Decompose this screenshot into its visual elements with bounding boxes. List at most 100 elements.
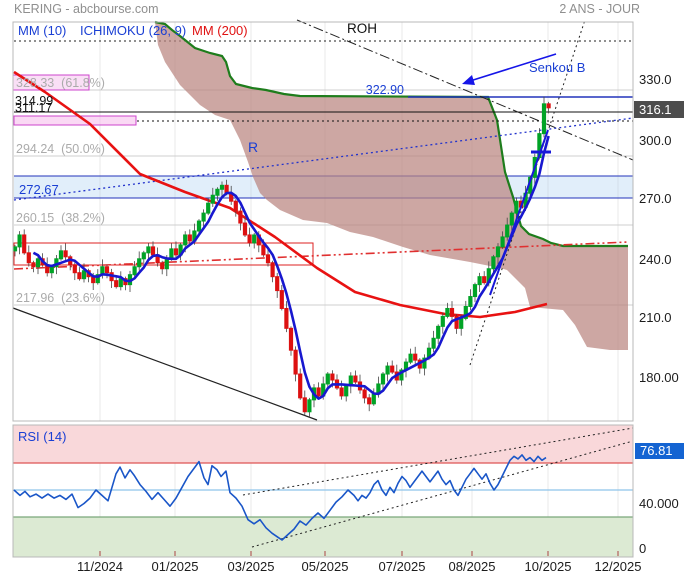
candle-up (422, 357, 427, 369)
long-blue-dotted-trendline (13, 117, 634, 201)
candle-up (183, 234, 188, 246)
candle-down (367, 397, 372, 405)
candle-up (500, 236, 505, 248)
candle-down (270, 262, 275, 278)
candle-down (413, 353, 418, 361)
candle-up (436, 325, 441, 339)
candle-down (31, 262, 36, 268)
rsi-line (13, 454, 547, 541)
pink-level-box (13, 115, 137, 126)
candle-down (454, 315, 459, 329)
axis-240: 240.0 (639, 252, 672, 267)
mm200-line (13, 70, 548, 319)
candle-up (491, 256, 496, 270)
candle-down (233, 200, 238, 212)
legend-mm10[interactable]: MM (10) (18, 23, 66, 38)
senkou-arrow-line (469, 53, 557, 82)
candle-up (146, 246, 151, 254)
rsi-wedge-lower (251, 440, 634, 548)
candle-down (339, 387, 344, 397)
fib-382-label: 260.15 (38.2%) (16, 211, 105, 225)
candle-down (242, 222, 248, 236)
candle-down (187, 234, 192, 242)
candle-up (49, 266, 54, 274)
candle-down (26, 252, 31, 264)
rsi-title[interactable]: RSI (14) (18, 429, 66, 444)
roh-label: ROH (347, 21, 377, 36)
legend-mm200[interactable]: MM (200) (192, 23, 248, 38)
candle-up (514, 200, 519, 214)
candle-down (302, 397, 307, 413)
candle-down (316, 387, 321, 397)
axis-210: 210.0 (639, 310, 672, 325)
chart-title: KERING - abcbourse.com (14, 2, 159, 16)
ichimoku-cloud (155, 22, 628, 350)
axis-270: 270.0 (639, 191, 672, 206)
candle-up (58, 250, 64, 260)
price-panel[interactable] (12, 19, 634, 421)
month-label: 12/2025 (595, 559, 642, 574)
current-price-box (634, 101, 684, 118)
axis-330: 330.0 (639, 72, 672, 87)
rsi-overbought-band (13, 425, 633, 463)
candle-up (210, 194, 215, 204)
fib-500-label: 294.24 (50.0%) (16, 142, 105, 156)
candle-up (219, 184, 225, 190)
candle-up (344, 385, 349, 397)
candle-up (206, 202, 211, 214)
candle-down (546, 103, 551, 109)
candle-up (17, 234, 22, 248)
candle-down (247, 234, 252, 244)
candle-down (288, 327, 294, 351)
candle-up (169, 248, 174, 260)
candle-down (298, 373, 303, 399)
price-level-314-label: 314.99 (15, 94, 53, 108)
rsi-current-value: 76.81 (640, 443, 673, 458)
r-resistance-label: R (248, 139, 258, 155)
candle-down (114, 280, 119, 288)
candle-up (215, 188, 220, 196)
candle-down (449, 307, 455, 317)
candle-up (509, 212, 514, 226)
candle-down (275, 276, 280, 292)
month-label: 10/2025 (525, 559, 572, 574)
candle-up (201, 212, 206, 222)
candle-up (468, 296, 473, 307)
rsi-current-box (635, 443, 684, 459)
candle-up (118, 278, 123, 288)
candle-down (22, 234, 27, 254)
candle-up (325, 373, 330, 385)
candle-up (477, 276, 482, 286)
candle-up (81, 270, 87, 280)
candle-up (408, 353, 413, 363)
candle-down (482, 276, 487, 284)
timeframe-label: 2 ANS - JOUR (559, 2, 640, 16)
senkou-b-label: Senkou B (529, 60, 585, 75)
candle-down (265, 254, 271, 264)
candle-down (284, 307, 289, 329)
month-label: 07/2025 (379, 559, 426, 574)
axis-180: 180.00 (639, 370, 679, 385)
candle-down (390, 365, 395, 373)
legend-ichimoku[interactable]: ICHIMOKU (26, 9) (80, 23, 186, 38)
candle-up (371, 393, 376, 405)
candle-down (293, 349, 298, 375)
rsi-wedge-upper (242, 427, 634, 496)
candle-down (150, 246, 156, 256)
rsi-panel[interactable] (13, 425, 634, 557)
roh-dashdot-line (296, 19, 634, 161)
candle-down (160, 262, 165, 270)
candle-down (72, 264, 77, 274)
black-trendline (12, 307, 318, 421)
candle-up (137, 258, 142, 268)
price-panel-border (12, 21, 634, 422)
month-label: 08/2025 (449, 559, 496, 574)
candle-up (445, 307, 450, 317)
candle-up (541, 103, 547, 135)
candle-down (63, 250, 68, 258)
candle-up (463, 305, 468, 319)
candle-up (440, 315, 445, 327)
axis-300: 300.0 (639, 133, 672, 148)
